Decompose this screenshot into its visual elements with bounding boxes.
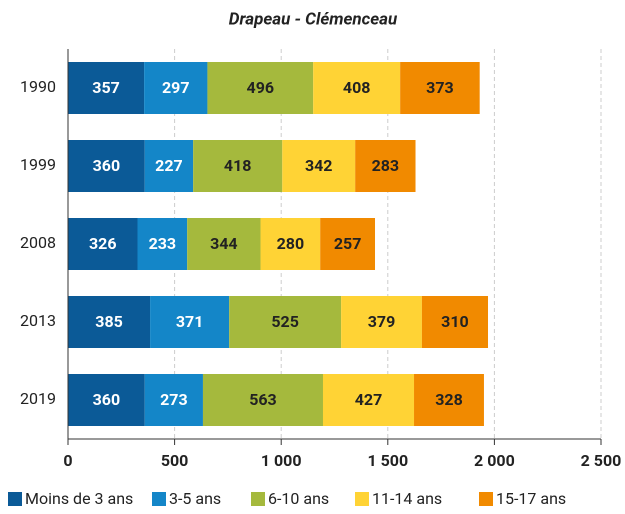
bar-segment	[68, 140, 145, 192]
legend-swatch	[8, 492, 22, 506]
data-label: 280	[277, 234, 305, 253]
data-label: 233	[149, 234, 177, 253]
data-label: 360	[93, 156, 121, 175]
data-label: 297	[162, 78, 190, 97]
y-tick-label: 2008	[20, 233, 56, 252]
bar-segment	[202, 374, 323, 426]
bar-segment	[414, 374, 484, 426]
data-label: 385	[95, 312, 123, 331]
legend-label: Moins de 3 ans	[25, 489, 133, 508]
bar-segment	[193, 140, 283, 192]
data-label: 563	[249, 390, 277, 409]
data-label: 310	[441, 312, 469, 331]
data-label: 371	[176, 312, 204, 331]
y-tick-label: 2019	[20, 389, 56, 408]
bar-segment	[229, 296, 342, 348]
data-label: 418	[224, 156, 252, 175]
data-label: 427	[355, 390, 383, 409]
bar-segment	[322, 374, 415, 426]
bar-segment	[68, 62, 145, 114]
bar-segment	[260, 218, 321, 270]
bar-segment	[320, 218, 376, 270]
data-label: 283	[372, 156, 400, 175]
data-label: 379	[368, 312, 396, 331]
data-label: 373	[426, 78, 454, 97]
legend-swatch	[251, 492, 265, 506]
x-tick-label: 2 500	[581, 451, 622, 470]
bar-segment	[144, 62, 208, 114]
bar-segment	[421, 296, 489, 348]
data-label: 328	[435, 390, 463, 409]
data-label: 525	[271, 312, 299, 331]
data-label: 344	[210, 234, 238, 253]
bar-segment	[144, 140, 194, 192]
x-tick-label: 500	[161, 451, 189, 470]
bar-segment	[341, 296, 422, 348]
bar-segment	[144, 374, 203, 426]
data-label: 326	[89, 234, 117, 253]
x-tick-label: 1 000	[261, 451, 302, 470]
bar-segment	[400, 62, 480, 114]
legend-label: 3-5 ans	[169, 489, 221, 508]
data-label: 357	[92, 78, 120, 97]
x-tick-label: 1 500	[367, 451, 408, 470]
bar-segment	[68, 296, 151, 348]
data-label: 360	[93, 390, 121, 409]
data-label: 257	[334, 234, 362, 253]
bar-segment	[68, 218, 138, 270]
legend-label: 11-14 ans	[372, 489, 442, 508]
bar-segment	[355, 140, 416, 192]
legend-label: 6-10 ans	[268, 489, 329, 508]
bar-segment	[137, 218, 188, 270]
y-tick-label: 1990	[20, 77, 56, 96]
data-label: 342	[305, 156, 333, 175]
chart-title: Drapeau - Clémenceau	[229, 9, 398, 29]
data-label: 273	[160, 390, 188, 409]
data-label: 496	[247, 78, 275, 97]
bar-segment	[68, 374, 145, 426]
data-label: 408	[343, 78, 371, 97]
bar-segment	[282, 140, 356, 192]
legend-swatch	[479, 492, 493, 506]
bar-segment	[207, 62, 314, 114]
legend-swatch	[355, 492, 369, 506]
bar-segment	[313, 62, 401, 114]
bar-segment	[187, 218, 261, 270]
legend-label: 15-17 ans	[496, 489, 566, 508]
data-label: 227	[155, 156, 183, 175]
y-tick-label: 1999	[20, 155, 56, 174]
legend-swatch	[152, 492, 166, 506]
bar-segment	[150, 296, 230, 348]
y-tick-label: 2013	[20, 311, 56, 330]
x-tick-label: 0	[63, 451, 72, 470]
x-tick-label: 2 000	[474, 451, 515, 470]
